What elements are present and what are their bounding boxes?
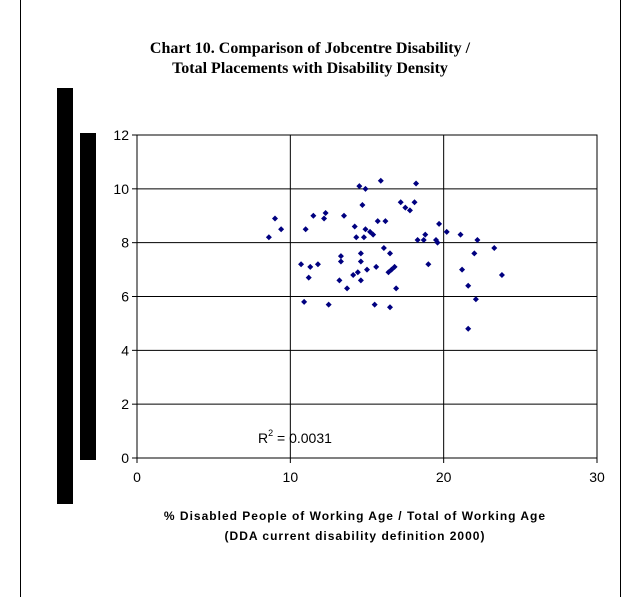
data-point <box>387 304 393 311</box>
data-point <box>457 231 464 238</box>
y-tick-label: 6 <box>121 289 129 305</box>
data-point <box>321 215 328 222</box>
data-point <box>370 231 377 238</box>
data-point <box>391 263 398 270</box>
data-point <box>301 298 308 305</box>
data-point <box>491 245 498 252</box>
data-point <box>382 218 389 225</box>
data-point <box>414 236 421 243</box>
data-point <box>357 258 364 265</box>
x-tick-label: 20 <box>436 469 452 485</box>
data-point <box>336 277 343 284</box>
data-point <box>380 245 387 252</box>
black-bar-outer <box>57 88 73 504</box>
data-point <box>305 274 312 281</box>
y-tick-label: 0 <box>121 450 129 466</box>
data-point <box>371 301 378 308</box>
data-point <box>425 261 432 268</box>
data-point <box>298 261 305 268</box>
data-point <box>359 201 366 208</box>
data-point <box>459 266 466 273</box>
x-axis-label-line2: (DDA current disability definition 2000) <box>224 529 486 543</box>
data-point <box>344 285 351 292</box>
chart-title-line1: Chart 10. Comparison of Jobcentre Disabi… <box>149 40 471 57</box>
data-point <box>364 266 370 273</box>
data-point <box>351 223 358 230</box>
data-point <box>302 226 309 233</box>
x-tick-label: 10 <box>283 469 299 485</box>
r-squared-annotation: R2 = 0.0031 <box>258 428 332 446</box>
y-tick-label: 10 <box>113 181 129 197</box>
data-point <box>356 183 363 190</box>
data-point <box>314 261 321 268</box>
data-point <box>310 212 317 219</box>
y-tick-label: 4 <box>121 342 129 358</box>
data-point <box>373 263 380 270</box>
r-squared-value: = 0.0031 <box>273 430 332 446</box>
x-axis-label-line1: % Disabled People of Working Age / Total… <box>163 509 547 523</box>
data-point <box>498 271 505 278</box>
data-point <box>465 282 472 289</box>
data-point <box>434 239 441 246</box>
data-point <box>377 177 384 184</box>
data-point <box>272 215 278 222</box>
black-bar-inner <box>80 133 96 460</box>
x-tick-label: 0 <box>133 469 141 485</box>
data-point <box>402 204 409 211</box>
data-point <box>357 277 364 284</box>
data-point <box>471 250 478 257</box>
data-points <box>265 177 505 332</box>
data-point <box>357 250 364 257</box>
grid-lines <box>136 134 598 459</box>
data-point <box>443 228 450 235</box>
data-point <box>322 210 329 217</box>
data-point <box>465 325 472 332</box>
data-point <box>472 296 479 303</box>
r-squared-superscript: 2 <box>268 428 273 438</box>
r-squared-prefix: R <box>258 430 268 446</box>
data-point <box>474 236 481 243</box>
data-point <box>362 226 369 233</box>
data-point <box>350 271 357 278</box>
chart-frame <box>20 0 621 597</box>
data-point <box>436 220 443 227</box>
data-point <box>362 185 369 192</box>
data-point <box>325 301 332 308</box>
data-point <box>411 199 418 206</box>
axis-ticks: 0 2 4 6 8 10 12 0 10 20 30 <box>113 127 605 485</box>
data-point <box>278 226 285 233</box>
data-point <box>374 218 381 225</box>
data-point <box>420 236 427 243</box>
data-point <box>393 285 400 292</box>
data-point <box>307 263 314 270</box>
y-tick-label: 12 <box>113 127 129 143</box>
data-point <box>353 234 360 241</box>
data-point <box>413 180 420 187</box>
data-point <box>354 269 361 276</box>
data-point <box>337 258 344 265</box>
data-point <box>341 212 347 219</box>
data-point <box>337 253 344 260</box>
chart-title-line2: Total Placements with Disability Density <box>172 60 448 77</box>
data-point <box>387 250 393 257</box>
data-point <box>422 231 429 238</box>
y-tick-label: 2 <box>121 396 129 412</box>
x-tick-label: 30 <box>589 469 605 485</box>
data-point <box>406 207 413 214</box>
data-point <box>360 234 367 241</box>
data-point <box>397 199 404 206</box>
y-tick-label: 8 <box>121 235 129 251</box>
data-point <box>265 234 272 241</box>
